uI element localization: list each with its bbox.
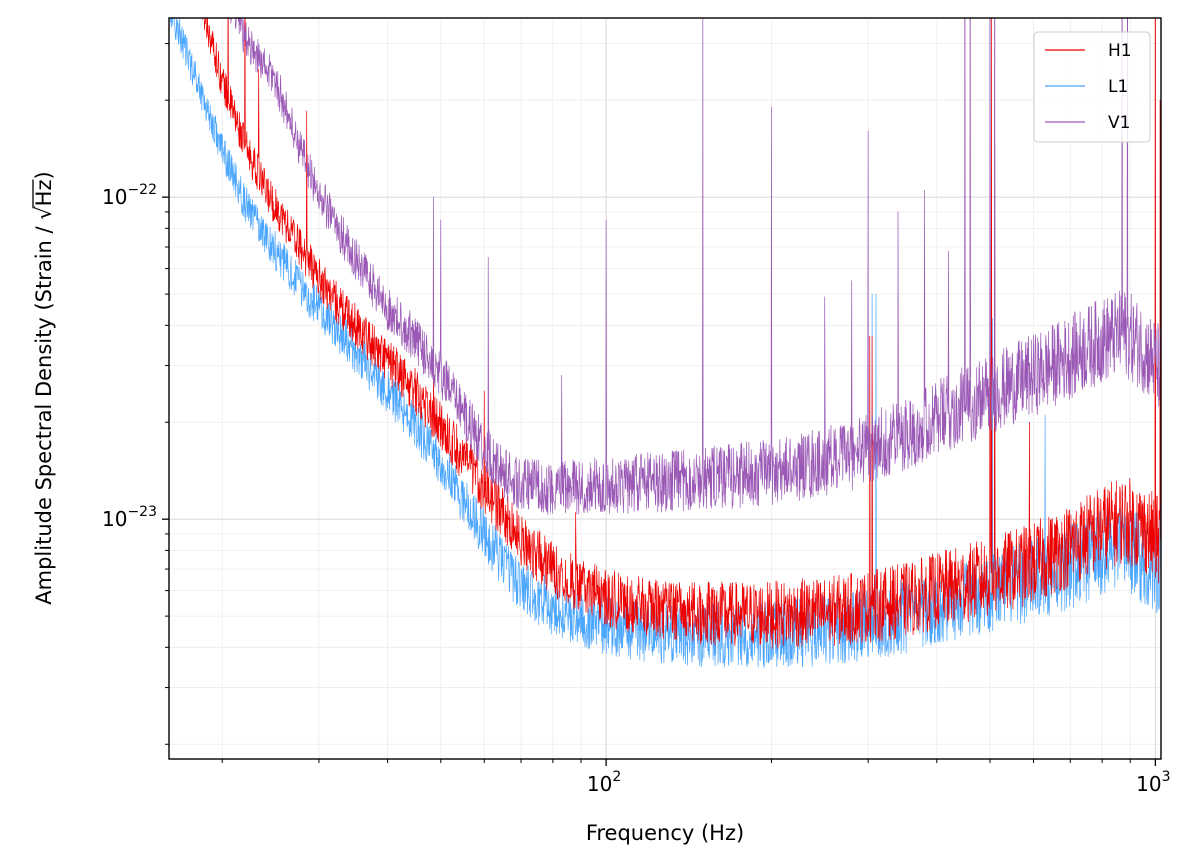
series-line-h1: [201, 18, 1161, 649]
series-layer: [170, 18, 1161, 668]
legend-label-v1: V1: [1108, 113, 1130, 133]
series-line-v1: [228, 18, 1161, 515]
y-axis-title-unit: Hz: [32, 179, 56, 206]
svg-text:Amplitude Spectral Density (St: Amplitude Spectral Density (Strain / √Hz…: [32, 171, 56, 604]
y-axis-title: Amplitude Spectral Density (Strain / √Hz…: [32, 171, 56, 604]
y-axis-title-suffix: ): [32, 171, 56, 179]
x-tick-label: 102: [587, 769, 621, 796]
x-axis-title: Frequency (Hz): [586, 821, 744, 845]
x-tick-label: 103: [1136, 769, 1170, 796]
y-tick-label: 10−23: [102, 504, 157, 531]
legend: H1 L1 V1: [1033, 31, 1151, 143]
plot-frame: [168, 17, 1162, 760]
y-tick-label: 10−22: [102, 182, 157, 209]
legend-box: [1033, 31, 1151, 143]
legend-label-l1: L1: [1108, 77, 1128, 97]
legend-label-h1: H1: [1108, 41, 1132, 61]
ticks-layer: 102 103 10−23 10−22: [102, 42, 1171, 796]
sqrt-symbol: √: [32, 206, 56, 220]
y-axis-title-prefix: Amplitude Spectral Density (Strain /: [32, 220, 56, 605]
